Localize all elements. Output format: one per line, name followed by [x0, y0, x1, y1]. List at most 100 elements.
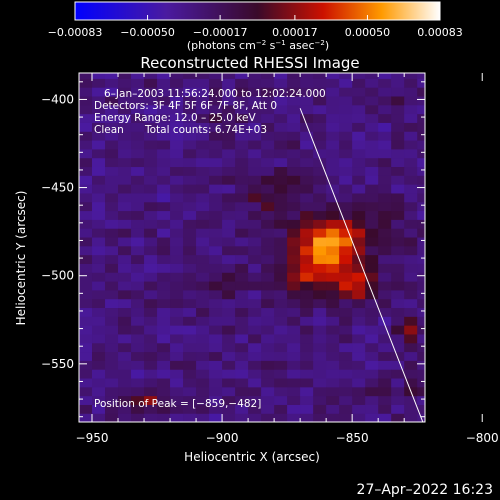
heatmap-pixel [157, 386, 171, 397]
heatmap-pixel [404, 73, 418, 79]
heatmap-pixel [209, 201, 223, 212]
heatmap-pixel [365, 360, 379, 370]
heatmap-pixel [79, 175, 93, 185]
heatmap-pixel [417, 166, 425, 176]
heatmap-pixel [79, 245, 93, 256]
heatmap-pixel [313, 87, 327, 97]
heatmap-pixel [313, 166, 327, 176]
heatmap-pixel [248, 87, 262, 97]
heatmap-pixel [209, 307, 223, 317]
heatmap-pixel [248, 166, 262, 176]
heatmap-pixel [105, 395, 119, 405]
heatmap-pixel [352, 184, 366, 194]
heatmap-pixel [378, 166, 392, 176]
heatmap-pixel [274, 210, 288, 220]
heatmap-pixel [209, 139, 223, 150]
heatmap-pixel [300, 369, 314, 379]
heatmap-pixel [339, 263, 353, 273]
heatmap-pixel [170, 175, 184, 185]
heatmap-pixel [235, 298, 249, 309]
heatmap-pixel [92, 104, 106, 115]
heatmap-pixel [248, 298, 262, 309]
heatmap-pixel [235, 219, 249, 229]
heatmap-pixel [326, 73, 340, 79]
heatmap-pixel [391, 413, 405, 422]
heatmap-pixel [183, 307, 197, 317]
heatmap-pixel [144, 280, 158, 291]
heatmap-pixel [209, 369, 223, 379]
heatmap-pixel [92, 413, 106, 422]
heatmap-pixel [261, 210, 275, 220]
heatmap-pixel [92, 219, 106, 229]
heatmap-pixel [235, 131, 249, 141]
heatmap-pixel [170, 404, 184, 414]
heatmap-pixel [196, 192, 210, 203]
heatmap-pixel [157, 175, 171, 185]
heatmap-pixel [274, 298, 288, 309]
heatmap-pixel [209, 289, 223, 300]
heatmap-pixel [79, 87, 93, 97]
heatmap-pixel [352, 369, 366, 379]
heatmap-pixel [391, 73, 405, 79]
heatmap-pixel [118, 289, 132, 300]
heatmap-pixel [209, 254, 223, 264]
heatmap-pixel [105, 245, 119, 256]
heatmap-pixel [313, 254, 327, 264]
heatmap-pixel [417, 263, 425, 273]
heatmap-pixel [404, 139, 418, 150]
heatmap-pixel [365, 87, 379, 97]
heatmap-pixel [222, 298, 236, 309]
heatmap-pixel [131, 404, 145, 414]
heatmap-pixel [144, 254, 158, 264]
heatmap-pixel [118, 280, 132, 291]
heatmap-pixel [118, 219, 132, 229]
heatmap-pixel [248, 263, 262, 273]
heatmap-pixel [131, 104, 145, 115]
y-tick-label: −550 [41, 357, 74, 371]
heatmap-pixel [92, 386, 106, 397]
heatmap-pixel [287, 307, 301, 317]
heatmap-pixel [417, 395, 425, 405]
heatmap-pixel [274, 245, 288, 256]
heatmap-pixel [235, 95, 249, 106]
heatmap-pixel [196, 254, 210, 264]
heatmap-pixel [131, 254, 145, 264]
heatmap-pixel [365, 228, 379, 238]
heatmap-pixel [105, 289, 119, 300]
heatmap-pixel [391, 316, 405, 326]
heatmap-pixel [391, 395, 405, 405]
heatmap-pixel [339, 254, 353, 264]
heatmap-pixel [352, 298, 366, 309]
heatmap-pixel [222, 351, 236, 361]
heatmap-pixel [222, 210, 236, 220]
heatmap-pixel [248, 95, 262, 106]
heatmap-pixel [144, 73, 158, 79]
heatmap-pixel [287, 139, 301, 150]
heatmap-pixel [300, 184, 314, 194]
heatmap-pixel [365, 351, 379, 361]
heatmap-pixel [92, 298, 106, 309]
heatmap-pixel [118, 325, 132, 335]
heatmap-pixel [313, 342, 327, 353]
heatmap-pixel [261, 333, 275, 344]
heatmap-pixel [313, 95, 327, 106]
heatmap-pixel [261, 395, 275, 405]
heatmap-pixel [378, 157, 392, 168]
heatmap-pixel [105, 316, 119, 326]
heatmap-pixel [131, 157, 145, 168]
heatmap-pixel [339, 228, 353, 238]
heatmap-pixel [105, 369, 119, 379]
heatmap-pixel [352, 78, 366, 88]
heatmap-pixel [79, 351, 93, 361]
heatmap-pixel [339, 289, 353, 300]
heatmap-pixel [287, 325, 301, 335]
heatmap-pixel [391, 254, 405, 264]
heatmap-pixel [287, 386, 301, 397]
heatmap-pixel [339, 404, 353, 414]
heatmap-pixel [196, 245, 210, 256]
heatmap-pixel [92, 131, 106, 141]
heatmap-pixel [287, 289, 301, 300]
heatmap-pixel [209, 113, 223, 123]
heatmap-pixel [326, 316, 340, 326]
